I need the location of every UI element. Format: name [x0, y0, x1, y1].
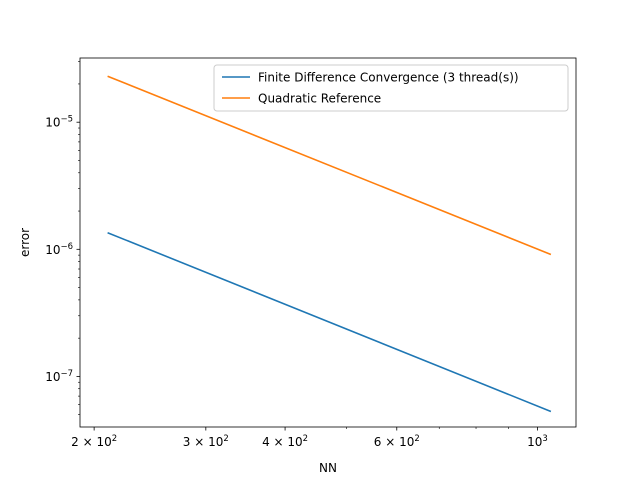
x-tick-exponent: 2 [303, 434, 308, 444]
y-tick-base: 10 [45, 370, 60, 384]
x-tick-exponent: 2 [223, 434, 228, 444]
y-tick-base: 10 [45, 243, 60, 257]
x-tick-base: 10 [399, 435, 414, 449]
y-axis-label: error [18, 228, 32, 257]
series-line-2 [107, 75, 552, 256]
x-tick-exponent: 2 [112, 434, 117, 444]
legend-label-1: Finite Difference Convergence (3 thread(… [258, 71, 519, 85]
x-tick-label: 2 × 102 [71, 434, 117, 449]
x-tick-label: 6 × 102 [374, 434, 420, 449]
x-tick-times: × [79, 435, 97, 449]
x-tick-mantissa: 6 [374, 435, 382, 449]
x-tick-label: 103 [527, 434, 548, 449]
x-tick-times: × [190, 435, 208, 449]
x-tick-base: 10 [96, 435, 111, 449]
legend-box [213, 64, 569, 112]
x-tick-times: × [270, 435, 288, 449]
x-tick-exponent: 3 [542, 434, 547, 444]
y-tick-label: 10−5 [45, 115, 73, 130]
y-axis: 10−710−610−5 [45, 61, 80, 415]
y-tick-base: 10 [45, 116, 60, 130]
y-tick-exponent: −6 [60, 242, 73, 252]
x-axis: 2 × 102 3 × 102 4 × 102 6 × 102 103 [71, 427, 548, 449]
x-axis-label: NN [319, 461, 337, 475]
x-tick-mantissa: 3 [183, 435, 191, 449]
y-tick-exponent: −5 [60, 115, 73, 125]
x-tick-base: 10 [527, 435, 542, 449]
x-tick-times: × [381, 435, 399, 449]
plot-area [107, 75, 552, 413]
x-tick-label: 3 × 102 [183, 434, 229, 449]
x-tick-exponent: 2 [414, 434, 419, 444]
x-tick-base: 10 [208, 435, 223, 449]
plot-frame [79, 57, 577, 428]
x-tick-base: 10 [287, 435, 302, 449]
y-tick-label: 10−6 [45, 242, 73, 257]
y-tick-exponent: −7 [60, 369, 73, 379]
x-tick-mantissa: 4 [262, 435, 270, 449]
y-tick-label: 10−7 [45, 369, 73, 384]
x-tick-label: 4 × 102 [262, 434, 308, 449]
x-tick-mantissa: 2 [71, 435, 79, 449]
series-line-1 [107, 231, 552, 413]
legend-label-2: Quadratic Reference [258, 92, 381, 106]
legend: Finite Difference Convergence (3 thread(… [213, 64, 569, 112]
